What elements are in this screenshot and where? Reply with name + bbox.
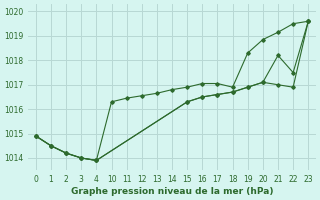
X-axis label: Graphe pression niveau de la mer (hPa): Graphe pression niveau de la mer (hPa) [71, 187, 273, 196]
